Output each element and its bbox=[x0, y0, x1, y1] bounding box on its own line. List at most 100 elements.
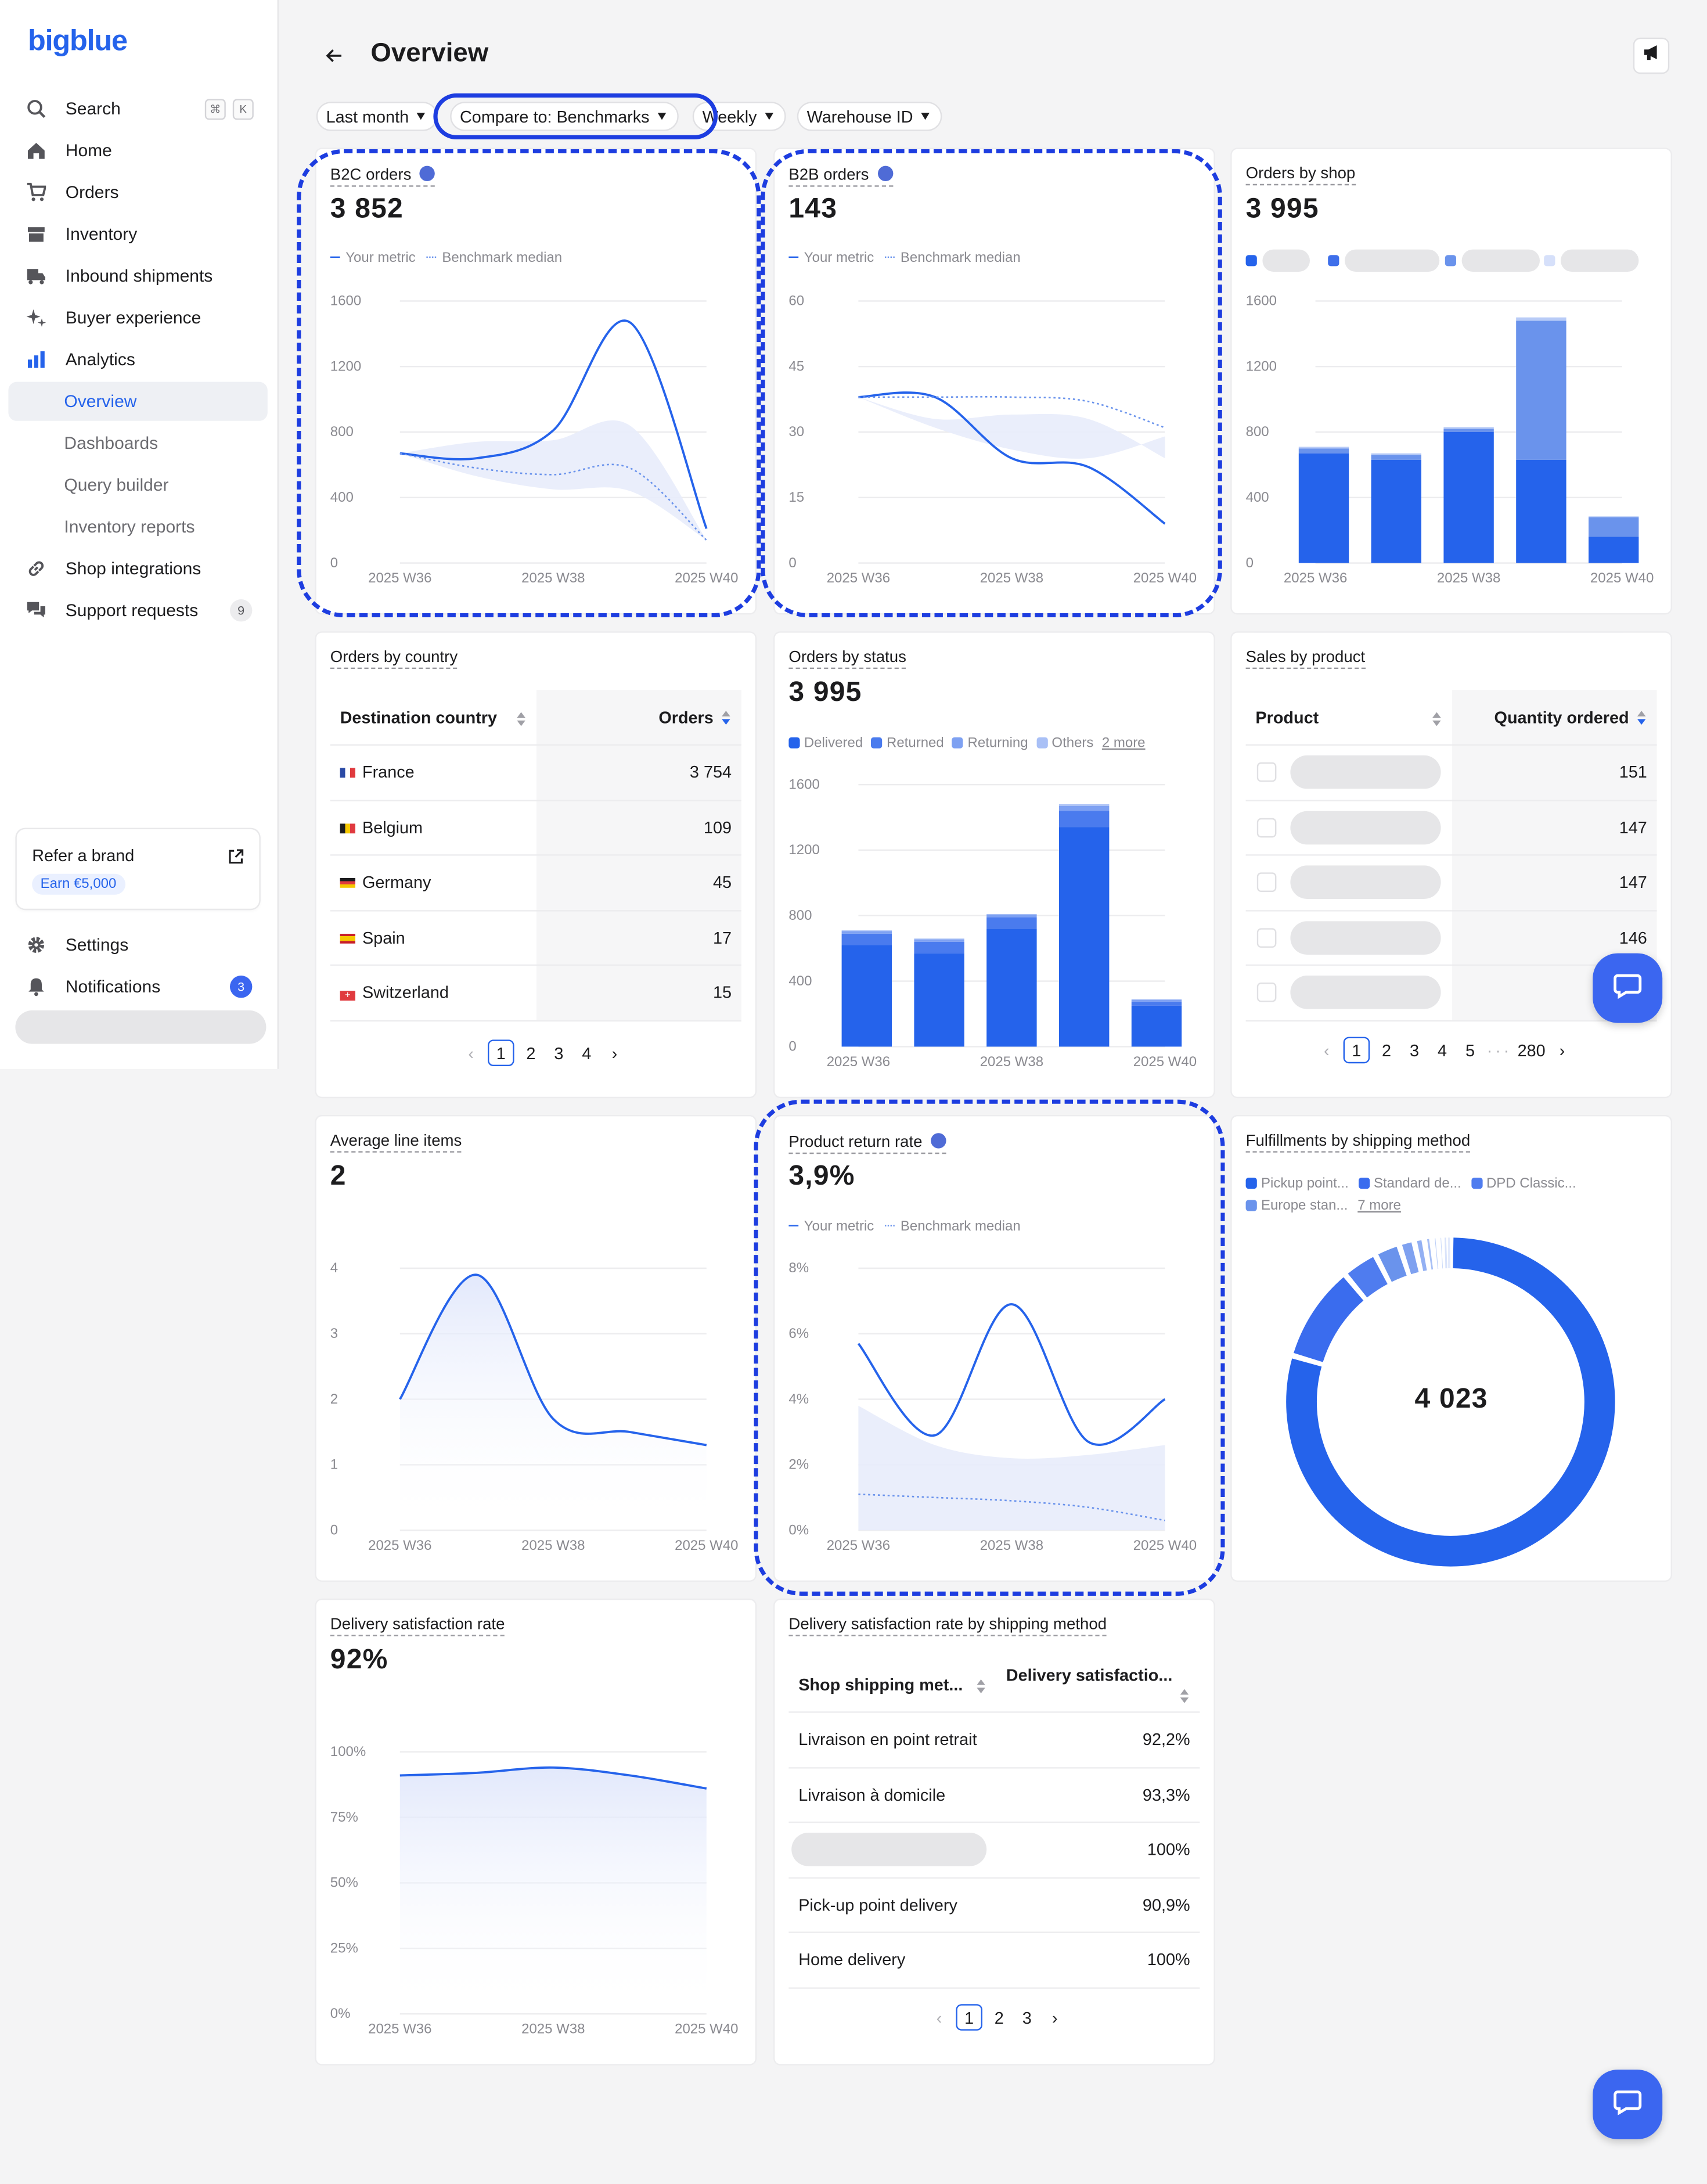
user-placeholder[interactable] bbox=[15, 1010, 266, 1044]
page-3[interactable]: 3 bbox=[1403, 1041, 1425, 1060]
column-header-quantity[interactable]: Quantity ordered bbox=[1452, 690, 1657, 745]
sort-icon[interactable] bbox=[977, 1679, 986, 1693]
page-3[interactable]: 3 bbox=[1016, 2007, 1038, 2027]
y-tick-label: 0 bbox=[330, 1522, 338, 1538]
table-row[interactable]: 146 bbox=[1246, 910, 1657, 965]
page-4[interactable]: 4 bbox=[575, 1043, 597, 1063]
card-title[interactable]: Delivery satisfaction rate by shipping m… bbox=[788, 1617, 1107, 1636]
sort-icon[interactable] bbox=[1180, 1689, 1190, 1703]
filter-compare-to[interactable]: Compare to: Benchmarks bbox=[450, 102, 679, 131]
table-row[interactable]: 151 bbox=[1246, 745, 1657, 800]
page-2[interactable]: 2 bbox=[1375, 1041, 1398, 1060]
y-tick-label: 6% bbox=[788, 1326, 809, 1341]
refer-brand-card[interactable]: Refer a brand Earn €5,000 bbox=[17, 829, 260, 909]
flag-icon bbox=[340, 768, 355, 778]
card-orders-by-status: Orders by status 3 995 Delivered Returne… bbox=[775, 633, 1213, 1097]
bar-segment bbox=[1589, 517, 1638, 537]
sort-icon[interactable] bbox=[1432, 711, 1442, 725]
column-header-orders[interactable]: Orders bbox=[536, 690, 741, 745]
table-row[interactable]: 100% bbox=[788, 1822, 1200, 1877]
card-delivery-satisfaction-by-method: Delivery satisfaction rate by shipping m… bbox=[775, 1600, 1213, 2064]
page-1[interactable]: 1 bbox=[488, 1039, 514, 1066]
column-header-product[interactable]: Product bbox=[1246, 690, 1452, 745]
card-title[interactable]: Sales by product bbox=[1246, 649, 1366, 669]
page-3[interactable]: 3 bbox=[548, 1043, 570, 1063]
sidebar-item-dashboards[interactable]: Dashboards bbox=[8, 424, 267, 463]
back-arrow-icon[interactable] bbox=[325, 46, 344, 73]
search-icon bbox=[25, 98, 47, 120]
bar-segment bbox=[842, 945, 892, 1047]
chat-launcher-button[interactable] bbox=[1593, 954, 1662, 1023]
filter-date-range[interactable]: Last month bbox=[316, 102, 438, 131]
sidebar-item-inventory[interactable]: Inventory bbox=[8, 215, 267, 254]
donut-total: 4 023 bbox=[1232, 1384, 1671, 1416]
page-last[interactable]: 280 bbox=[1518, 1041, 1546, 1060]
table-row[interactable]: 147 bbox=[1246, 855, 1657, 910]
page-1[interactable]: 1 bbox=[956, 2004, 982, 2031]
sidebar-item-notifications[interactable]: Notifications 3 bbox=[8, 967, 267, 1006]
series-line bbox=[858, 1304, 1165, 1445]
sidebar-item-support-requests[interactable]: Support requests 9 bbox=[8, 591, 267, 630]
sidebar-item-analytics[interactable]: Analytics bbox=[8, 340, 267, 379]
bar-segment bbox=[1299, 448, 1349, 453]
x-tick-label: 2025 W36 bbox=[827, 1054, 890, 1070]
benchmark-band bbox=[400, 420, 707, 540]
sidebar-item-settings[interactable]: Settings bbox=[8, 926, 267, 965]
x-tick-label: 2025 W40 bbox=[675, 570, 738, 586]
filter-warehouse[interactable]: Warehouse ID bbox=[797, 102, 942, 131]
sidebar-item-buyer-experience[interactable]: Buyer experience bbox=[8, 298, 267, 337]
sidebar-item-home[interactable]: Home bbox=[8, 131, 267, 170]
filter-granularity[interactable]: Weekly bbox=[693, 102, 786, 131]
search-button[interactable]: Search ⌘ K bbox=[8, 89, 267, 128]
page-5[interactable]: 5 bbox=[1459, 1041, 1481, 1060]
page-4[interactable]: 4 bbox=[1431, 1041, 1453, 1060]
page-2[interactable]: 2 bbox=[520, 1043, 542, 1063]
chat-launcher-button-bottom[interactable] bbox=[1593, 2070, 1662, 2139]
pagination-ellipsis: ··· bbox=[1487, 1041, 1512, 1060]
brand-logo[interactable]: bigblue bbox=[28, 25, 127, 59]
y-tick-label: 400 bbox=[1246, 490, 1269, 505]
external-link-icon bbox=[229, 846, 244, 871]
area-fill bbox=[400, 1768, 707, 2014]
fulfillments-donut-chart bbox=[1232, 1116, 1671, 1580]
sort-icon[interactable] bbox=[1637, 711, 1647, 725]
product-name-placeholder bbox=[1290, 811, 1440, 844]
prev-page-icon[interactable]: ‹ bbox=[1316, 1041, 1338, 1060]
sort-icon[interactable] bbox=[517, 711, 527, 725]
benchmark-band bbox=[858, 397, 1165, 459]
card-title[interactable]: Orders by country bbox=[330, 649, 458, 669]
page-1[interactable]: 1 bbox=[1344, 1037, 1370, 1064]
sidebar-item-shop-integrations[interactable]: Shop integrations bbox=[8, 549, 267, 588]
next-page-icon[interactable]: › bbox=[1551, 1041, 1573, 1060]
sort-icon[interactable] bbox=[722, 711, 732, 725]
column-header-satisfaction[interactable]: Delivery satisfactio... bbox=[996, 1657, 1200, 1712]
page-2[interactable]: 2 bbox=[988, 2007, 1010, 2027]
sidebar-item-overview[interactable]: Overview bbox=[8, 382, 267, 421]
column-header-country[interactable]: Destination country bbox=[330, 690, 536, 745]
prev-page-icon[interactable]: ‹ bbox=[460, 1043, 482, 1063]
shipping-method-name: Livraison à domicile bbox=[788, 1767, 996, 1822]
country-name: Germany bbox=[362, 873, 431, 893]
sidebar-item-inbound[interactable]: Inbound shipments bbox=[8, 257, 267, 296]
sidebar-item-orders[interactable]: Orders bbox=[8, 173, 267, 212]
announcements-button[interactable] bbox=[1633, 38, 1669, 74]
table-row[interactable]: 147 bbox=[1246, 800, 1657, 855]
bar-segment bbox=[1132, 1002, 1182, 1006]
sidebar-item-query-builder[interactable]: Query builder bbox=[8, 466, 267, 505]
next-page-icon[interactable]: › bbox=[603, 1043, 625, 1063]
column-header-shipping-method[interactable]: Shop shipping met... bbox=[788, 1657, 996, 1712]
next-page-icon[interactable]: › bbox=[1044, 2007, 1066, 2027]
sidebar-item-inventory-reports[interactable]: Inventory reports bbox=[8, 508, 267, 546]
prev-page-icon[interactable]: ‹ bbox=[928, 2007, 950, 2027]
bar-segment bbox=[1443, 429, 1493, 432]
